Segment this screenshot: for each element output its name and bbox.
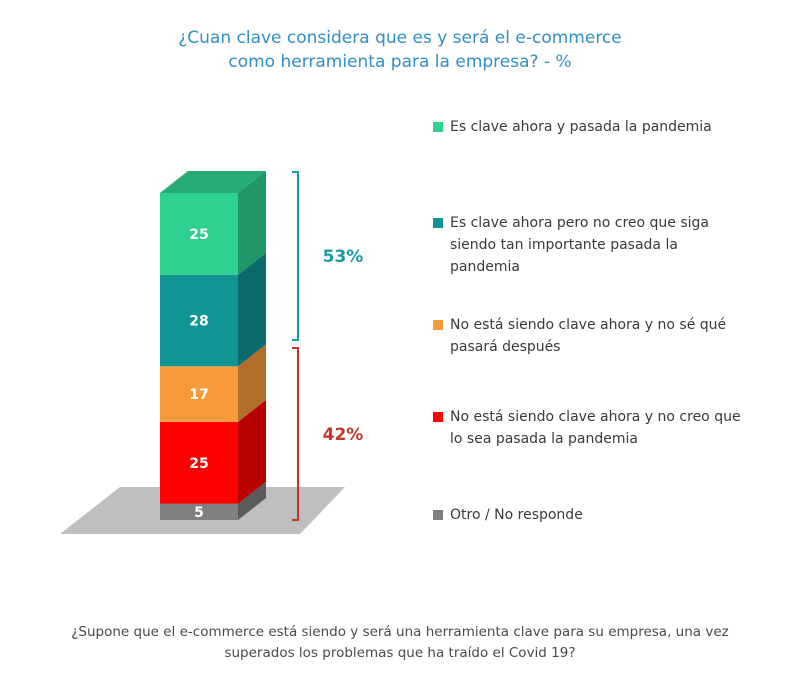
legend-label: Otro / No responde (450, 504, 783, 526)
legend-item: Es clave ahora y pasada la pandemia (433, 116, 783, 138)
legend-label-line: lo sea pasada la pandemia (450, 431, 638, 447)
legend-item: Otro / No responde (433, 504, 783, 526)
bar-segment-2 (160, 366, 238, 422)
chart-title-line-2: como herramienta para la empresa? - % (228, 52, 572, 72)
legend-label-line: No está siendo clave ahora y no creo que (450, 409, 741, 425)
legend-label-line: Es clave ahora pero no creo que siga (450, 215, 710, 231)
legend-label-line: No está siendo clave ahora y no sé qué (450, 317, 727, 333)
legend-label-line: pasará después (450, 339, 561, 355)
stacked-bar-chart: 5 25 17 28 25 53% 42% (60, 171, 364, 534)
legend-swatch (433, 412, 443, 422)
bracket-1 (292, 347, 299, 521)
legend-swatch (433, 122, 443, 132)
legend-item: No está siendo clave ahora y no creo que… (433, 406, 783, 450)
legend-label-line: Es clave ahora y pasada la pandemia (450, 119, 712, 135)
bar-segment-3 (160, 274, 238, 367)
data-label-3: 28 (189, 314, 208, 330)
legend-swatch (433, 510, 443, 520)
data-label-4: 25 (189, 227, 208, 243)
legend-label: Es clave ahora pero no creo que siga sien… (450, 212, 783, 278)
bar-top-face (160, 171, 266, 193)
legend-label: No está siendo clave ahora y no sé qué pa… (450, 314, 783, 358)
legend-item: Es clave ahora pero no creo que siga sien… (433, 212, 783, 278)
chart-title: ¿Cuan clave considera que es y será el e… (0, 26, 800, 74)
data-label-0: 5 (194, 505, 204, 521)
footnote-line-1: ¿Supone que el e-commerce está siendo y … (71, 624, 729, 640)
legend-swatch (433, 320, 443, 330)
legend-label-line: Otro / No responde (450, 507, 583, 523)
legend-label: Es clave ahora y pasada la pandemia (450, 116, 783, 138)
bar-segment-0 (160, 503, 238, 520)
bar-segment-4 (160, 193, 238, 275)
bracket-0 (292, 171, 299, 341)
bar-segment-side-4 (238, 171, 266, 275)
bar-segment-side-3 (238, 252, 266, 367)
question-footnote: ¿Supone que el e-commerce está siendo y … (0, 622, 800, 664)
legend-label: No está siendo clave ahora y no creo que… (450, 406, 783, 450)
bracket-label-0: 53% (323, 247, 364, 267)
legend-label-line: pandemia (450, 259, 520, 275)
bracket-label-1: 42% (323, 425, 364, 445)
legend-item: No está siendo clave ahora y no sé qué pa… (433, 314, 783, 358)
legend-label-line: siendo tan importante pasada la (450, 237, 678, 253)
footnote-line-2: superados los problemas que ha traído el… (224, 645, 576, 661)
bar-segment-side-2 (238, 344, 266, 422)
data-label-1: 25 (189, 456, 208, 472)
chart-title-line-1: ¿Cuan clave considera que es y será el e… (178, 28, 622, 48)
data-label-2: 17 (189, 387, 208, 403)
bar-segment-side-0 (238, 481, 266, 520)
bar-segment-1 (160, 421, 238, 504)
legend-swatch (433, 218, 443, 228)
bar-segment-side-1 (238, 399, 266, 504)
